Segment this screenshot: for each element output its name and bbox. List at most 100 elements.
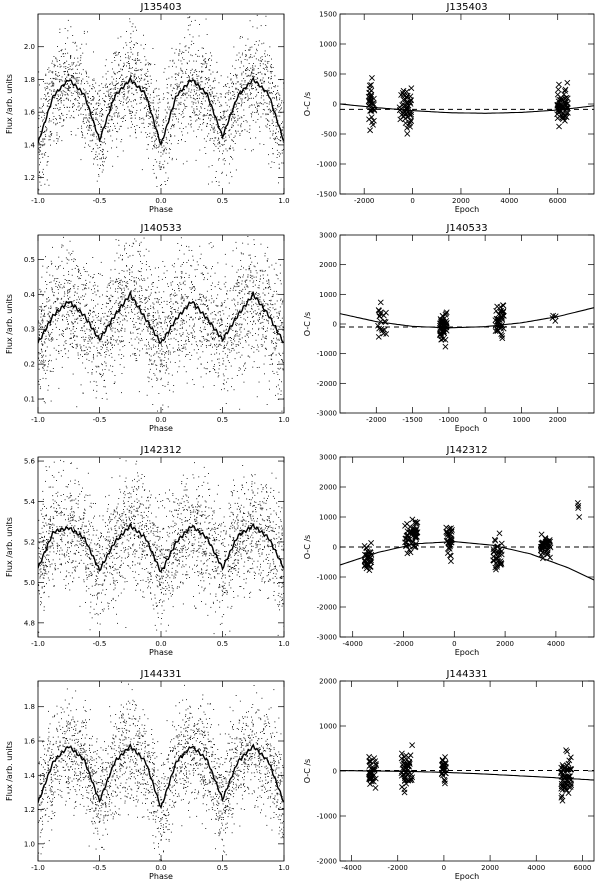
data-point [44,338,46,340]
data-point [67,70,68,72]
data-point [155,135,156,137]
data-point [179,87,181,89]
data-point [118,283,119,284]
data-point [148,295,150,297]
data-point [217,346,219,347]
data-point [274,333,276,334]
data-point [82,78,84,80]
data-point [218,138,220,140]
data-point [159,359,161,361]
data-point [248,254,250,256]
data-point [48,333,50,335]
data-point [252,65,254,67]
data-point [251,88,253,90]
data-point [229,337,231,339]
data-point [102,164,103,166]
data-point [277,90,278,91]
data-point [137,54,139,56]
data-point [44,87,46,89]
data-point [250,277,252,278]
data-point [61,287,63,289]
data-point [280,108,282,110]
data-point [180,237,182,239]
data-point [280,367,282,369]
data-point [144,298,146,300]
data-point [101,126,102,128]
data-point [59,122,61,123]
data-point [156,322,158,324]
data-point [180,335,182,336]
data-point [80,94,82,96]
data-point [67,93,68,95]
data-point [126,97,128,99]
data-point [93,333,95,335]
data-point [211,312,213,314]
data-point [144,279,146,281]
data-point [281,322,282,324]
data-point [93,389,94,391]
data-point [215,336,216,338]
data-point [181,318,182,319]
data-point [105,365,107,367]
data-point [276,334,278,336]
data-point [185,340,186,342]
data-point [63,56,65,57]
data-point [258,59,259,61]
data-point [81,43,83,45]
data-point [53,140,55,142]
data-point [89,90,90,92]
data-point [63,344,65,346]
data-point [99,273,101,275]
data-point [147,80,148,82]
data-point [246,285,248,287]
data-point [95,111,97,113]
data-point [207,90,209,92]
data-point [219,353,220,355]
data-point [231,265,233,267]
data-point [220,337,222,339]
data-point [121,354,123,355]
data-point [122,121,124,122]
data-point [47,87,49,89]
data-point [99,374,101,375]
data-point [211,295,212,297]
data-point [103,380,105,381]
data-point [281,100,283,102]
data-point [228,315,230,317]
data-point [198,318,199,320]
data-point [188,337,189,339]
data-point [396,104,403,111]
data-point [224,141,226,143]
data-point [273,373,275,374]
data-point [127,305,129,306]
data-point [216,343,218,345]
data-point [222,153,223,155]
data-point [88,313,89,315]
data-point [180,271,182,273]
data-point [184,346,186,348]
data-point [139,118,141,120]
data-point [76,343,78,345]
data-point [97,124,99,125]
data-point [369,75,375,81]
data-point [190,44,192,46]
data-point [93,110,95,111]
data-point [215,314,217,316]
data-point [276,142,278,144]
data-point [237,118,239,120]
data-point [161,184,162,185]
data-point [233,339,234,340]
data-point [167,317,169,319]
data-point [55,283,57,285]
data-point [156,341,158,343]
data-point [232,343,234,345]
data-point [62,331,64,332]
data-point [70,92,72,94]
data-point [241,87,243,88]
data-point [174,290,175,291]
data-point [164,341,166,343]
data-point [268,113,269,115]
data-point [221,128,223,130]
data-point [41,310,43,311]
data-point [55,124,57,126]
